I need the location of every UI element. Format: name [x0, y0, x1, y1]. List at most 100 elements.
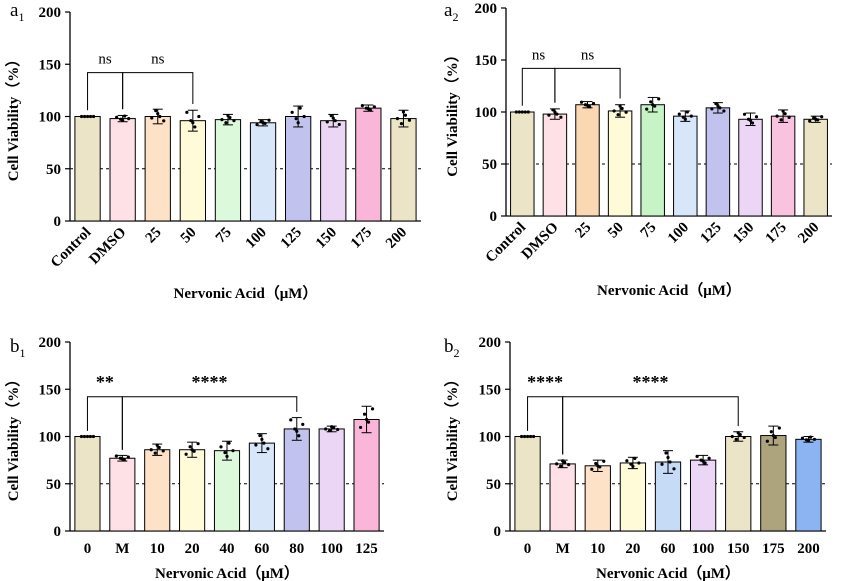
- data-point: [525, 434, 530, 439]
- significance-bracket: [521, 67, 556, 106]
- y-axis-label: Cell Viability（%）: [443, 372, 461, 502]
- panel-b1: b1 0 50 100 150 200 Cell Viability（%） 0 M 10 20 40 6…: [4, 335, 384, 581]
- data-point: [161, 449, 165, 453]
- x-tick-label: 75: [638, 220, 660, 242]
- data-point: [85, 114, 90, 119]
- data-point: [290, 110, 294, 114]
- data-point: [806, 439, 811, 443]
- bar-200: [795, 438, 822, 532]
- bar-200: [803, 118, 828, 217]
- x-tick-label: 100: [320, 541, 343, 557]
- data-point: [364, 417, 369, 422]
- data-point: [88, 114, 93, 119]
- significance-bracket: [121, 396, 298, 450]
- data-point: [528, 434, 533, 439]
- data-point: [750, 121, 755, 125]
- bar-125: [285, 116, 312, 222]
- y-tick-label: 100: [479, 430, 502, 446]
- data-point: [189, 119, 193, 123]
- data-point: [695, 454, 699, 458]
- data-point: [295, 429, 299, 433]
- data-point: [668, 460, 672, 464]
- data-point: [366, 420, 371, 424]
- bar-50: [179, 120, 206, 222]
- data-point: [629, 462, 633, 466]
- x-tick-label: 50: [605, 220, 627, 242]
- data-point: [360, 104, 364, 108]
- data-point: [197, 114, 201, 119]
- data-point: [297, 434, 301, 438]
- data-point: [517, 110, 521, 114]
- x-tick-label: 75: [213, 225, 235, 247]
- data-point: [294, 116, 298, 121]
- x-tick-label: 25: [572, 220, 594, 242]
- data-point: [301, 422, 305, 427]
- bar-75: [214, 119, 242, 222]
- data-point: [82, 114, 87, 119]
- panel-b2: b2 0 50 100 150 200 Cell Viability（%） 0 M 10 20 60 1…: [443, 335, 826, 581]
- y-tick-label: 50: [482, 157, 497, 173]
- x-tick-label: 40: [220, 541, 235, 557]
- data-point: [114, 454, 118, 458]
- data-point: [531, 434, 536, 439]
- data-point: [399, 122, 404, 126]
- x-tick-label: 60: [661, 541, 676, 557]
- data-point: [730, 434, 734, 439]
- bar-150: [725, 436, 752, 532]
- x-tick-label: 10: [150, 541, 165, 557]
- data-point: [710, 107, 714, 111]
- data-point: [624, 110, 628, 114]
- data-point: [645, 107, 649, 111]
- data-point: [395, 116, 400, 121]
- data-point: [783, 112, 787, 116]
- data-point: [329, 114, 333, 118]
- bar-150: [738, 118, 763, 217]
- x-tick-label: 100: [692, 541, 715, 557]
- data-point: [689, 114, 693, 118]
- data-point: [579, 100, 584, 104]
- data-point: [184, 452, 188, 456]
- y-tick-label: 50: [486, 477, 501, 493]
- data-point: [742, 112, 747, 116]
- y-tick-label: 150: [39, 57, 62, 73]
- data-point: [88, 434, 93, 439]
- y-tick-label: 200: [39, 5, 62, 21]
- data-point: [567, 463, 571, 467]
- data-point: [156, 111, 160, 116]
- data-point: [401, 110, 406, 114]
- data-point: [596, 464, 600, 468]
- data-point: [769, 430, 773, 434]
- significance-label: ns: [532, 47, 546, 63]
- bar-125: [705, 107, 731, 217]
- bar-20: [619, 462, 647, 532]
- bar-100: [673, 115, 698, 217]
- x-tick-label: 150: [313, 225, 340, 252]
- bar-DMSO: [109, 118, 136, 222]
- y-tick-label: 200: [479, 335, 502, 351]
- data-point: [616, 113, 620, 117]
- data-point: [331, 116, 335, 120]
- significance-bracket: [554, 67, 621, 103]
- x-tick-label: DMSO: [86, 225, 129, 268]
- data-point: [526, 110, 530, 114]
- data-point: [126, 455, 130, 459]
- data-point: [631, 464, 635, 468]
- data-point: [522, 434, 527, 439]
- data-point: [685, 110, 689, 114]
- significance-label: **: [96, 372, 114, 392]
- data-point: [666, 455, 670, 460]
- data-point: [555, 112, 559, 116]
- data-point: [302, 114, 306, 119]
- data-point: [649, 100, 653, 104]
- bar-10: [144, 449, 171, 532]
- data-point: [718, 106, 722, 110]
- y-tick-label: 0: [54, 524, 62, 540]
- x-tick-label: 10: [590, 541, 605, 557]
- data-point: [224, 121, 228, 125]
- data-point: [591, 101, 596, 106]
- x-tick-label: 200: [797, 541, 820, 557]
- data-point: [266, 447, 270, 451]
- data-point: [260, 437, 264, 441]
- data-point: [261, 121, 265, 125]
- x-tick-label: 25: [143, 225, 165, 247]
